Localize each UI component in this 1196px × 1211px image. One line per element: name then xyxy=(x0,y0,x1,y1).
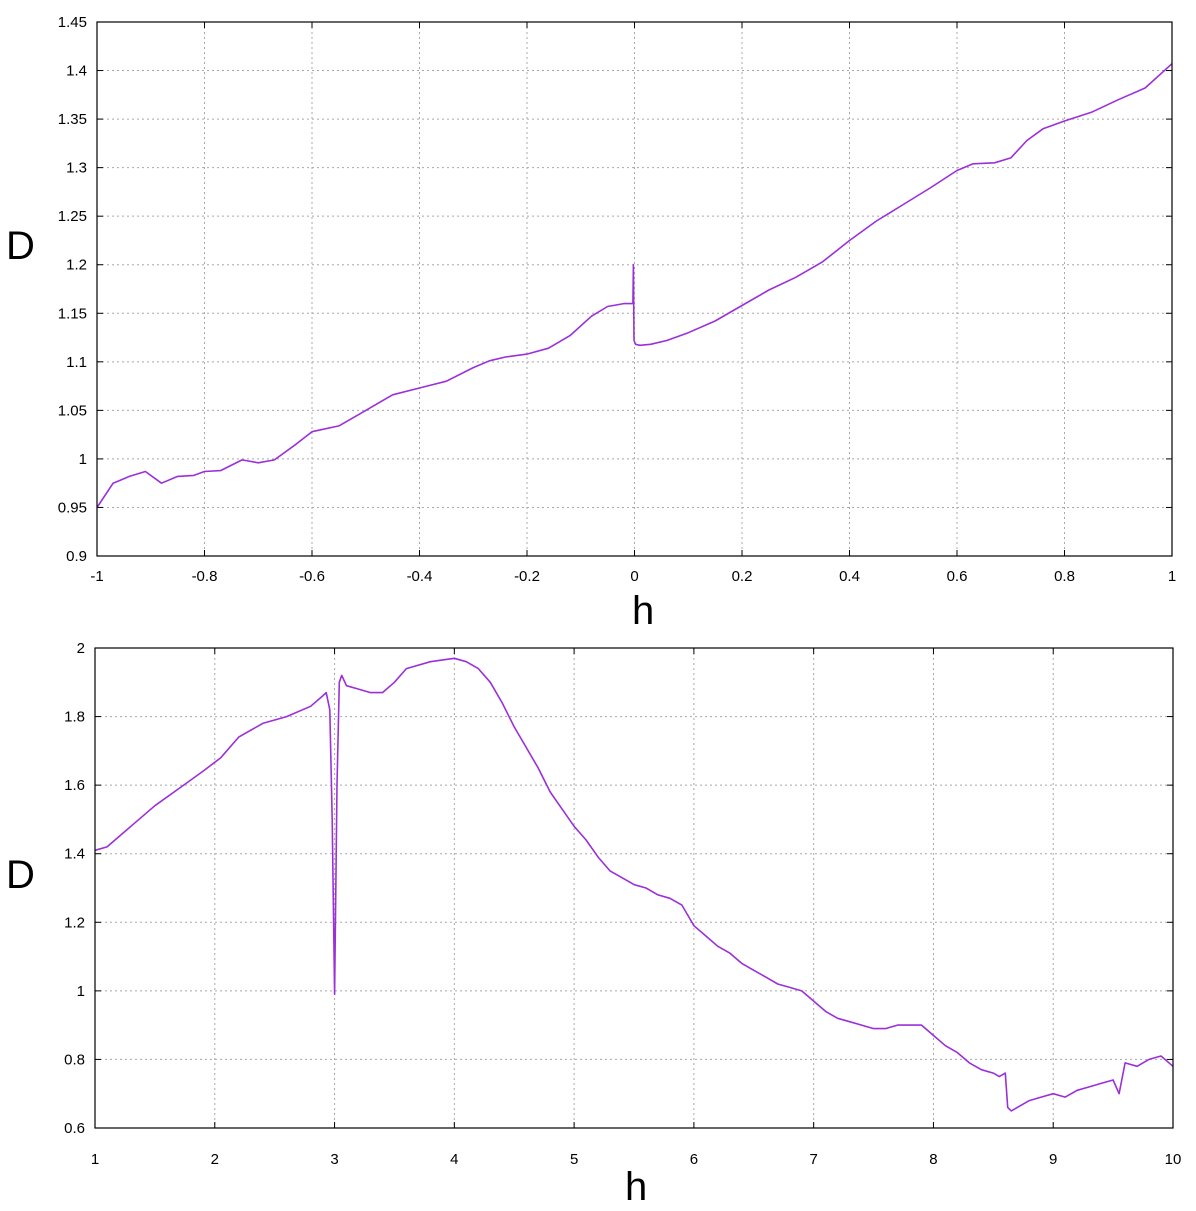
bottom-ytick-label: 1.8 xyxy=(64,709,85,726)
bottom-xtick-label: 2 xyxy=(211,1151,219,1168)
top-xtick-label: -0.2 xyxy=(514,568,540,585)
bottom-ytick-label: 2 xyxy=(77,640,85,657)
bottom-ylabel: D xyxy=(6,853,35,897)
top-plot-frame xyxy=(96,21,1173,557)
top-xtick-label: -0.6 xyxy=(299,568,325,585)
bottom-grid xyxy=(95,648,1173,1128)
bottom-ytick-label: 0.6 xyxy=(64,1120,85,1137)
top-xtick-label: 0.6 xyxy=(947,568,968,585)
top-xtick-label: 0.4 xyxy=(839,568,860,585)
bottom-xtick-label: 8 xyxy=(929,1151,937,1168)
top-xlabel: h xyxy=(632,589,654,633)
bottom-ytick-label: 1.2 xyxy=(64,914,85,931)
top-ytick-label: 1.25 xyxy=(58,208,87,225)
top-xtick-label: -0.4 xyxy=(407,568,433,585)
bottom-xlabel: h xyxy=(625,1165,647,1209)
top-grid xyxy=(97,22,1172,556)
top-ytick-label: 1.45 xyxy=(58,14,87,31)
bottom-xtick-label: 5 xyxy=(570,1151,578,1168)
bottom-xtick-label: 10 xyxy=(1165,1151,1182,1168)
top-ytick-label: 1.1 xyxy=(66,354,87,371)
top-ytick-label: 1 xyxy=(79,451,87,468)
top-xtick-label: 1 xyxy=(1168,568,1176,585)
bottom-chart: D h 1 2 3 4 5 6 7 8 9 10 0.6 0.8 1 1.2 1.4 1.6 1.8 2 xyxy=(6,640,1181,1209)
top-ytick-label: 1.15 xyxy=(58,305,87,322)
top-ytick-label: 0.9 xyxy=(66,548,87,565)
bottom-xtick-label: 6 xyxy=(690,1151,698,1168)
top-xtick-label: 0.8 xyxy=(1054,568,1075,585)
top-xtick-label: 0 xyxy=(630,568,638,585)
bottom-ytick-label: 1.6 xyxy=(64,777,85,794)
top-ytick-label: 1.4 xyxy=(66,63,87,80)
top-series-line xyxy=(96,63,1173,508)
top-ylabel: D xyxy=(6,224,35,268)
top-ytick-label: 1.3 xyxy=(66,160,87,177)
bottom-ytick-label: 0.8 xyxy=(64,1051,85,1068)
bottom-xtick-label: 3 xyxy=(330,1151,338,1168)
top-ytick-label: 1.05 xyxy=(58,402,87,419)
bottom-ytick-label: 1 xyxy=(77,983,85,1000)
bottom-ytick-label: 1.4 xyxy=(64,846,85,863)
bottom-plot-frame xyxy=(94,647,1174,1129)
top-ytick-label: 1.35 xyxy=(58,111,87,128)
bottom-series-line xyxy=(94,657,1174,1112)
top-xtick-label: -1 xyxy=(90,568,103,585)
top-xtick-label: -0.8 xyxy=(192,568,218,585)
bottom-xtick-label: 7 xyxy=(809,1151,817,1168)
top-ytick-label: 0.95 xyxy=(58,499,87,516)
bottom-xtick-label: 4 xyxy=(450,1151,458,1168)
bottom-xtick-label: 1 xyxy=(91,1151,99,1168)
bottom-xtick-label: 9 xyxy=(1049,1151,1057,1168)
top-chart: D h -1 -0.8 -0.6 -0.4 -0.2 0 0.2 0.4 0.6 0.8 1 0.9 0… xyxy=(6,14,1176,633)
top-ytick-label: 1.2 xyxy=(66,257,87,274)
top-xtick-label: 0.2 xyxy=(732,568,753,585)
